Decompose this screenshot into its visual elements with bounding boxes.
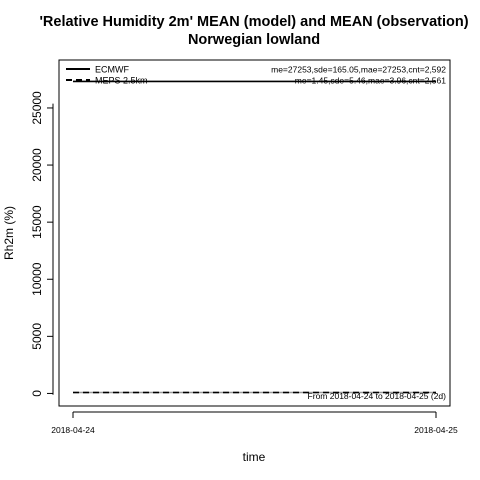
y-tick-label: 25000 — [30, 91, 44, 125]
plot-frame — [58, 59, 451, 407]
y-tick-label: 10000 — [30, 262, 44, 296]
chart-title-line2: Norwegian lowland — [188, 32, 320, 48]
y-tick-label: 15000 — [30, 205, 44, 239]
series-layer — [73, 80, 436, 394]
legend-label-meps: MEPS 2.5km — [95, 76, 148, 86]
y-axis-label: Rh2m (%) — [2, 206, 16, 260]
x-tick-label: 2018-04-25 — [414, 425, 458, 435]
stats-ecmwf: me=27253,sde=165.05,mae=27253,cnt=2,592 — [271, 65, 446, 75]
chart-title-line1: 'Relative Humidity 2m' MEAN (model) and … — [39, 14, 468, 30]
x-axis: 2018-04-24 2018-04-25 — [51, 411, 458, 435]
x-tick-label: 2018-04-24 — [51, 425, 95, 435]
y-axis: 0 5000 10000 15000 20000 25000 — [30, 91, 54, 397]
stats-meps: me=1.45,sde=5.46,mae=3.96,cnt=2,561 — [295, 76, 447, 86]
legend-label-ecmwf: ECMWF — [95, 65, 129, 75]
y-tick-label: 20000 — [30, 148, 44, 182]
x-axis-label: time — [243, 450, 266, 464]
y-tick-label: 5000 — [30, 323, 44, 350]
date-range-annotation: From 2018-04-24 to 2018-04-25 (2d) — [308, 391, 447, 401]
legend: ECMWF MEPS 2.5km — [66, 65, 148, 86]
y-tick-label: 0 — [30, 390, 44, 397]
